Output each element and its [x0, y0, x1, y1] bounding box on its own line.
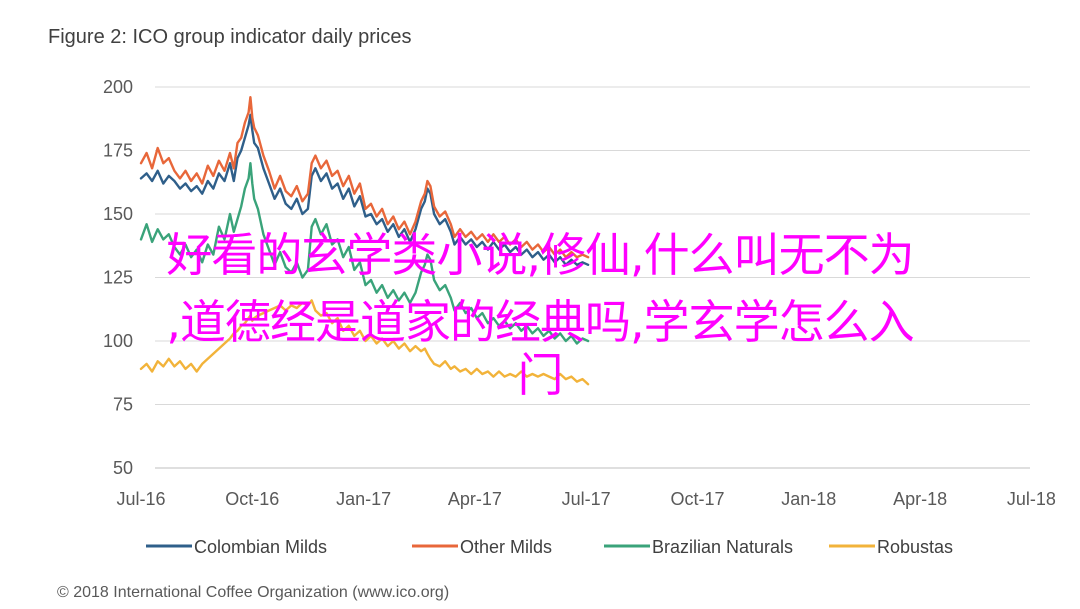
- x-tick-label: Jan-18: [781, 489, 836, 509]
- series-line-brazilian-naturals: [139, 162, 590, 345]
- x-tick-label: Oct-16: [225, 489, 279, 509]
- x-axis-ticks: Jul-16 Oct-16 Jan-17 Apr-17 Jul-17 Oct-17 Jan-…: [116, 489, 1055, 509]
- series-line-robustas: [139, 299, 590, 386]
- series-line-other-milds: [139, 96, 590, 259]
- y-tick-label: 50: [113, 458, 133, 478]
- legend-label: Colombian Milds: [194, 537, 327, 557]
- y-tick-label: 150: [103, 204, 133, 224]
- x-tick-label: Oct-17: [670, 489, 724, 509]
- overlay-text-line-1: 好看的玄学类小说,修仙,什么叫无不为: [166, 228, 914, 282]
- y-tick-label: 175: [103, 141, 133, 161]
- y-tick-label: 125: [103, 268, 133, 288]
- x-tick-label: Apr-18: [893, 489, 947, 509]
- legend-label: Robustas: [877, 537, 953, 557]
- y-axis-ticks: 50 75 100 125 150 175 200: [103, 77, 133, 478]
- copyright-footer: © 2018 International Coffee Organization…: [57, 584, 449, 601]
- legend: Colombian Milds Other Milds Brazilian Natu…: [146, 537, 953, 557]
- overlay-text-line-3: 门: [517, 348, 564, 402]
- series-line-colombian-milds: [139, 113, 590, 266]
- x-tick-label: Jan-17: [336, 489, 391, 509]
- grid-lines: [155, 86, 1030, 469]
- overlay-text-line-2: ,道德经是道家的经典吗,学玄学怎么入: [166, 295, 914, 349]
- x-tick-label: Apr-17: [448, 489, 502, 509]
- legend-label: Brazilian Naturals: [652, 537, 793, 557]
- x-tick-label: Jul-16: [116, 489, 165, 509]
- y-tick-label: 100: [103, 331, 133, 351]
- x-tick-label: Jul-18: [1007, 489, 1056, 509]
- legend-label: Other Milds: [460, 537, 552, 557]
- y-tick-label: 75: [113, 395, 133, 415]
- y-tick-label: 200: [103, 77, 133, 97]
- series-lines: [139, 96, 590, 386]
- x-tick-label: Jul-17: [562, 489, 611, 509]
- chart-title: Figure 2: ICO group indicator daily pric…: [48, 26, 412, 48]
